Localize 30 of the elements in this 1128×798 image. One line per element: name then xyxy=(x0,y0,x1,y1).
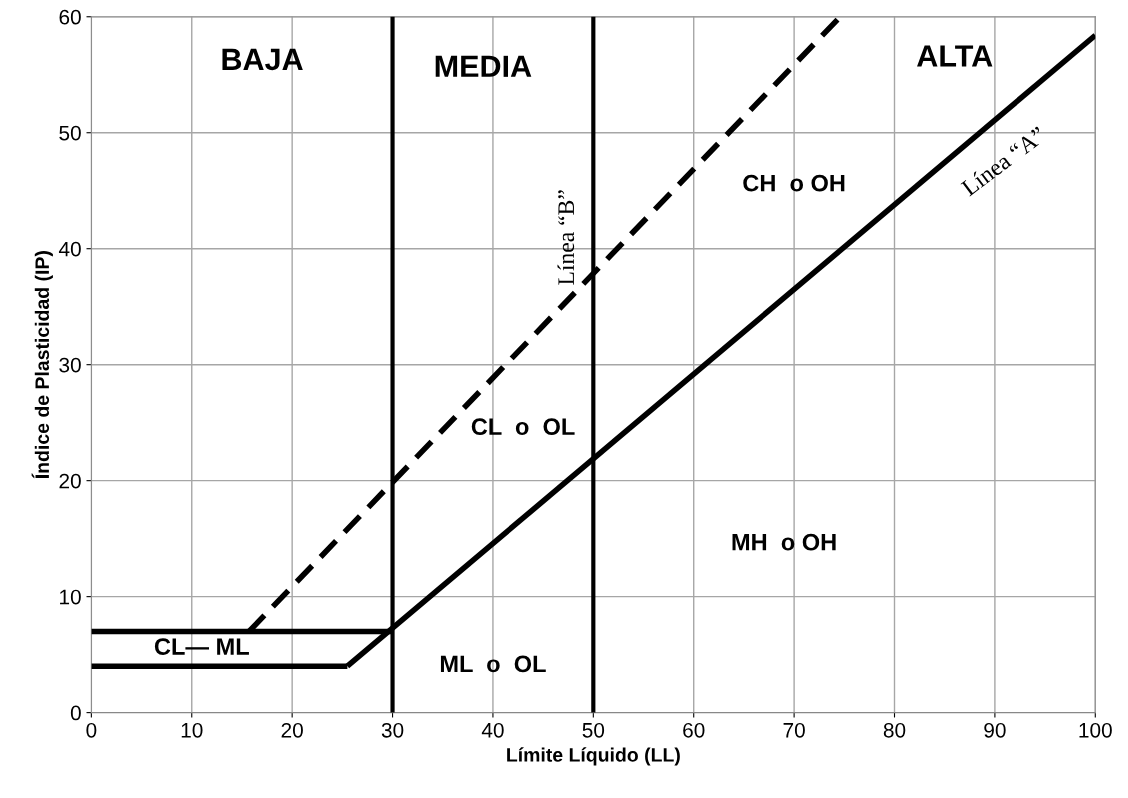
annotation: Línea “B” xyxy=(557,190,575,285)
x-tick-label: 50 xyxy=(582,722,605,738)
y-tick-label: 60 xyxy=(59,9,81,25)
annotation: Línea “A” xyxy=(960,125,1047,197)
annotation: ML o OL xyxy=(440,655,546,673)
x-tick-label: 70 xyxy=(783,722,805,738)
y-tick-label: 10 xyxy=(60,589,81,605)
y-tick-label: 30 xyxy=(59,357,81,373)
x-tick-label: 0 xyxy=(86,722,97,738)
annotation: MH o OH xyxy=(732,533,836,551)
x-tick-label: 10 xyxy=(181,722,203,738)
annotation: CL o OL xyxy=(471,418,575,436)
x-tick-label: 20 xyxy=(281,722,303,738)
annotation: BAJA xyxy=(222,48,303,71)
x-tick-label: 100 xyxy=(1079,722,1112,738)
x-tick-label: 60 xyxy=(683,722,705,738)
annotation: CH o OH xyxy=(743,174,845,192)
x-axis-title: Límite Líquido (LL) xyxy=(507,747,680,766)
y-tick-label: 50 xyxy=(59,125,81,141)
x-tick-label: 40 xyxy=(481,722,504,738)
y-axis-title: Índice de Plasticidad (IP) xyxy=(31,251,53,479)
x-tick-label: 90 xyxy=(984,722,1006,738)
x-tick-label: 30 xyxy=(381,722,404,738)
x-tick-label: 80 xyxy=(883,722,906,738)
annotation: ALTA xyxy=(917,45,993,67)
annotation: CL— ML xyxy=(154,638,249,655)
y-tick-label: 20 xyxy=(59,473,81,489)
annotation: MEDIA xyxy=(435,55,532,77)
y-tick-label: 40 xyxy=(58,241,81,257)
y-tick-label: 0 xyxy=(70,705,81,721)
